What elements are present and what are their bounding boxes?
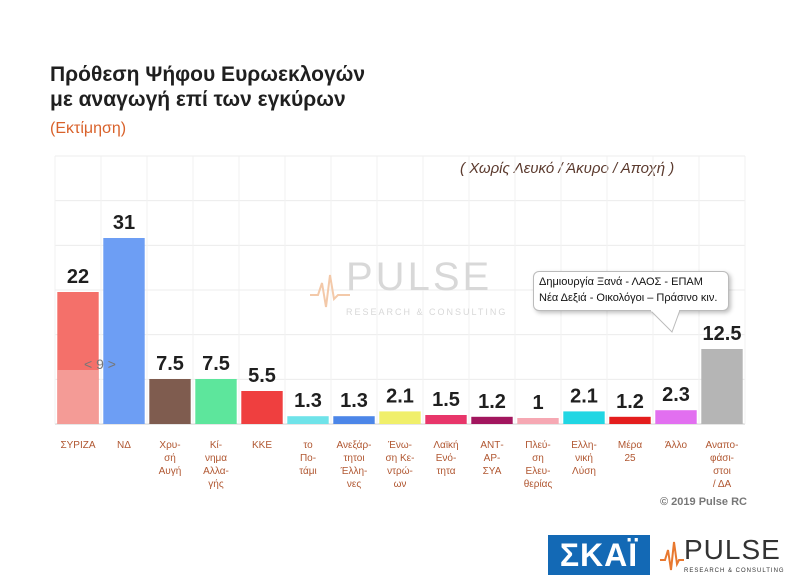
pulse-logo-subtitle: RESEARCH & CONSULTING: [684, 568, 785, 574]
bar-value-label: 5.5: [248, 365, 276, 387]
chart-note: ( Χωρίς Λευκό / Άκυρο / Αποχή ): [460, 160, 675, 177]
bar-value-label: 1.2: [478, 391, 506, 413]
bar-chart: 22 31 7.5 7.5 5.5 1.3 1.3 2.1 1.5 1.2 1 2.1 1.2 2.3 12…: [54, 155, 746, 490]
bar-value-label: 7.5: [156, 353, 184, 375]
bar: [333, 416, 375, 424]
category-label: Ανεξάρ-τητοι Έλλη-νες: [337, 439, 372, 490]
pulse-logo: PULSE RESEARCH & CONSULTING: [660, 534, 784, 578]
category-label: ΝΔ: [117, 440, 131, 451]
bar-value-label: 22: [67, 266, 89, 288]
value-labels: 22 31 7.5 7.5 5.5 1.3 1.3 2.1 1.5 1.2 1 2.1 1.2 2.3 12…: [67, 212, 742, 414]
gridlines: [54, 155, 746, 425]
category-label: Μέρα 25: [618, 439, 642, 464]
bar: [609, 416, 651, 424]
bar: [425, 415, 467, 424]
category-label: Κί-νημα Αλλα-γής: [203, 439, 229, 490]
bar: [655, 410, 697, 424]
chart-title: Πρόθεση Ψήφου Ευρωεκλογών με αναγωγή επί…: [50, 62, 365, 112]
copyright-text: © 2019 Pulse RC: [660, 496, 747, 508]
category-label: Άλλο: [665, 440, 688, 451]
bar: [195, 379, 237, 424]
pulse-logo-word: PULSE: [684, 534, 781, 565]
bar-value-label: 31: [113, 212, 135, 234]
inset-bar-label: < 9 >: [84, 356, 116, 372]
category-label: Ένω-ση Κε-ντρώ-ων: [386, 440, 415, 490]
bar: [471, 416, 513, 424]
others-callout: Δημιουργία Ξανά - ΛΑΟΣ - ΕΠΑΜ Νέα Δεξιά …: [533, 271, 729, 311]
category-label: ΑΝΤ-ΑΡ-ΣΥΑ: [480, 440, 503, 477]
category-label: Ελλη-νική Λύση: [571, 440, 597, 477]
callout-line-1: Δημιουργία Ξανά - ΛΑΟΣ - ΕΠΑΜ: [539, 276, 703, 288]
category-label: Αναπο-φάσι-στοι / ΔΑ: [706, 440, 739, 490]
bar-value-label: 12.5: [703, 323, 742, 345]
bar: [103, 238, 145, 424]
callout-tail-icon: [650, 310, 680, 333]
category-label: Πλεύ-ση Ελευ-θερίας: [524, 439, 553, 490]
pulse-wave-icon: [660, 541, 684, 571]
chart-subtitle: (Εκτίμηση): [50, 120, 127, 137]
category-label: ΣΥΡΙΖΑ: [60, 440, 95, 451]
bar-value-label: 1: [532, 392, 543, 414]
category-label: ΚΚΕ: [252, 440, 272, 451]
callout-line-2: Νέα Δεξιά - Οικολόγοι – Πράσινο κιν.: [539, 292, 718, 304]
bar: [149, 379, 191, 424]
bar-value-label: 1.3: [340, 390, 368, 412]
bar-value-label: 2.3: [662, 384, 690, 406]
skai-logo: ΣΚΑΪ: [548, 535, 650, 575]
bar-value-label: 1.2: [616, 391, 644, 413]
bar-value-label: 7.5: [202, 353, 230, 375]
bar: [379, 411, 421, 424]
category-labels: ΣΥΡΙΖΑ ΝΔ Χρυ-σή Αυγή Κί-νημα Αλλα-γής ΚΚΕ το Πο…: [60, 439, 738, 490]
bar: [563, 411, 605, 424]
category-label: Χρυ-σή Αυγή: [159, 440, 182, 477]
bars: [57, 238, 743, 424]
title-line-2: με αναγωγή επί των εγκύρων: [50, 88, 346, 111]
category-label: το Πο-τάμι: [299, 440, 317, 477]
bar: [241, 391, 283, 424]
inset-bar: [57, 370, 99, 424]
bar-value-label: 2.1: [570, 385, 598, 407]
watermark-wave-icon: [310, 274, 350, 308]
bar-value-label: 1.5: [432, 389, 460, 411]
bar: [287, 416, 329, 424]
watermark-subtitle: RESEARCH & CONSULTING: [346, 307, 508, 317]
bar-value-label: 2.1: [386, 385, 414, 407]
bar: [701, 349, 743, 424]
bar: [517, 418, 559, 424]
bar-value-label: 1.3: [294, 390, 322, 412]
category-label: Λαϊκή Ενό-τητα: [433, 439, 458, 477]
watermark-word: PULSE: [346, 255, 493, 299]
title-line-1: Πρόθεση Ψήφου Ευρωεκλογών: [50, 63, 366, 86]
